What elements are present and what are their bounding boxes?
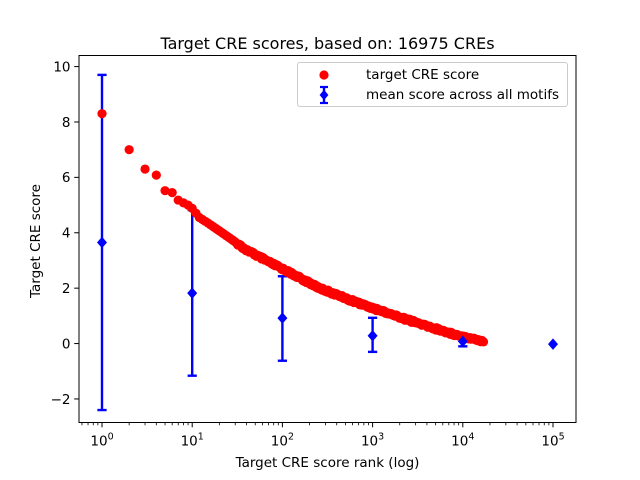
y-tick-label: 4 [62, 226, 71, 242]
axes: 100 101 102 103 104 105 −2 0 2 4 6 8 10 [51, 59, 565, 449]
x-tick-label: 104 [451, 432, 474, 450]
legend-entry-target-score: target CRE score [298, 65, 567, 85]
red-point [478, 337, 489, 347]
legend-label: target CRE score [366, 67, 480, 83]
mean-diamond [97, 236, 108, 249]
y-major-ticks: −2 0 2 4 6 8 10 [51, 59, 79, 408]
mean-diamond [277, 312, 288, 324]
red-point [160, 186, 170, 196]
x-tick-label: 103 [361, 432, 384, 450]
x-tick-label: 100 [90, 432, 113, 450]
x-tick-label: 105 [541, 432, 564, 450]
plot-spines [78, 55, 577, 423]
y-tick-label: 8 [62, 115, 71, 131]
red-point [97, 109, 107, 119]
red-point [124, 145, 134, 155]
mean-score-errorbars [97, 73, 468, 412]
x-tick-label: 101 [181, 432, 204, 450]
y-tick-label: 2 [62, 281, 71, 297]
red-point [167, 188, 177, 198]
y-axis-label: Target CRE score [28, 184, 44, 298]
red-point [151, 170, 161, 180]
y-tick-label: 10 [53, 59, 70, 75]
y-tick-label: 0 [62, 336, 71, 352]
red-circle-marker-icon [319, 70, 329, 80]
legend-label: mean score across all motifs [366, 87, 560, 103]
red-point [140, 164, 150, 174]
target-score-points [97, 109, 489, 347]
x-axis-label: Target CRE score rank (log) [235, 455, 420, 471]
blue-diamond-errorbar-marker-icon [319, 85, 329, 105]
mean-diamond [187, 287, 198, 299]
mean-diamond [367, 330, 378, 342]
x-major-ticks: 100 101 102 103 104 105 [90, 422, 565, 450]
y-tick-label: −2 [51, 392, 71, 408]
x-tick-label: 102 [271, 432, 294, 450]
mean-diamond [547, 338, 558, 350]
y-tick-label: 6 [62, 170, 71, 186]
mean-score-diamonds [97, 236, 558, 350]
legend-entry-mean-score: mean score across all motifs [298, 85, 567, 105]
legend: target CRE score mean score across all m… [297, 62, 568, 107]
chart-title: Target CRE scores, based on: 16975 CREs [160, 34, 495, 53]
mean-diamond [457, 335, 468, 348]
